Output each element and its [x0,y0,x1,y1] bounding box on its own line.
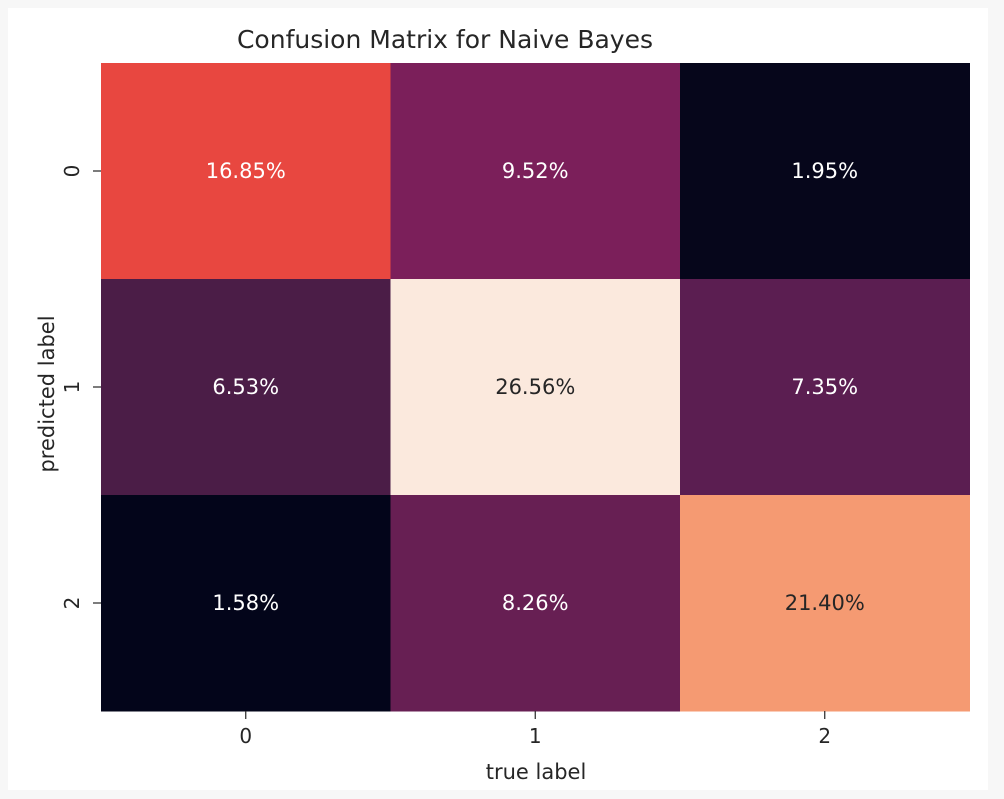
cell-value-label-0-1: 9.52% [502,159,569,183]
heatmap-cells: 16.85% 9.52% 1.95% 6.53% 26.56% 7.35% 1.58% 8.2… [101,63,970,712]
x-tick-label-0: 0 [239,724,252,748]
heatmap-cell-1-2 [680,279,970,496]
y-axis-label: predicted label [35,315,59,472]
y-tick-label-1: 1 [60,381,84,394]
heatmap-cell-0-0 [101,63,391,280]
x-tick-label-2: 2 [818,724,831,748]
cell-value-label-1-0: 6.53% [212,375,279,399]
heatmap-cell-1-1 [390,279,681,496]
heatmap-chart: Confusion Matrix for Naive Bayes 16.85% 9… [35,25,970,784]
y-tick-label-2: 2 [60,597,84,610]
heatmap-cell-0-1 [390,63,681,280]
heatmap-cell-2-0 [101,495,391,712]
cell-value-label-1-1: 26.56% [495,375,575,399]
heatmap-cell-2-1 [390,495,681,712]
y-axis-ticks: 0 1 2 [60,165,101,610]
cell-value-label-0-0: 16.85% [206,159,286,183]
y-tick-label-0: 0 [60,165,84,178]
chart-figure: Confusion Matrix for Naive Bayes 16.85% 9… [8,8,988,790]
cell-value-label-2-2: 21.40% [785,591,865,615]
cell-value-label-2-1: 8.26% [502,591,569,615]
heatmap-cell-1-0 [101,279,391,496]
x-axis-label: true label [486,760,587,784]
heatmap-cell-2-2 [680,495,970,712]
cell-value-label-2-0: 1.58% [212,591,279,615]
x-tick-label-1: 1 [529,724,542,748]
cell-value-label-0-2: 1.95% [791,159,858,183]
chart-title: Confusion Matrix for Naive Bayes [237,25,653,54]
x-axis-ticks: 0 1 2 [239,711,831,748]
cell-value-label-1-2: 7.35% [791,375,858,399]
heatmap-cell-0-2 [680,63,970,280]
